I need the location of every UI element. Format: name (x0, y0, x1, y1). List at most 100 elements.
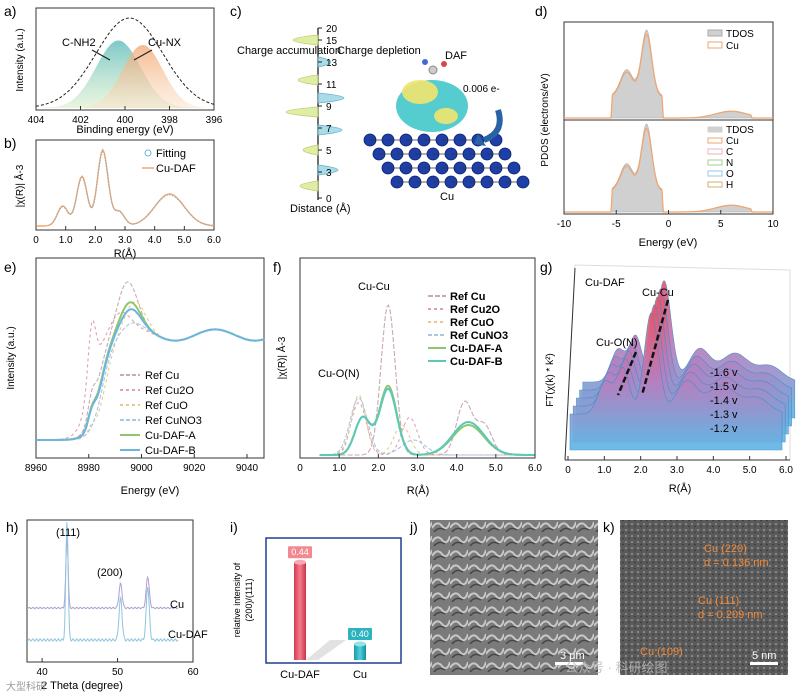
ft-ref-cu (319, 304, 535, 456)
c-tick-label: 3 (326, 168, 332, 179)
a-x-tick-label: 396 (206, 115, 223, 126)
scale-bar-k (750, 662, 778, 665)
c-tick-label: 7 (326, 124, 332, 135)
arrow-c-nh2 (91, 49, 111, 61)
panel-label-i: i) (230, 519, 238, 535)
charge-profile-lobe (317, 92, 345, 104)
annotation-cu-o-f: Cu-O(N) (318, 368, 360, 380)
pdos-tdos-fill (564, 29, 773, 119)
ylabel-d: PDOS (electrons/eV) (540, 73, 551, 166)
panel-label-c: c) (230, 3, 242, 19)
xlabel-h: 2 Theta (degree) (41, 680, 123, 692)
legend-text: Ref CuNO3 (450, 330, 508, 342)
panel-label-j: j) (409, 519, 418, 535)
bar-badge (288, 546, 312, 559)
charge-accumulation-isosurface (402, 80, 438, 104)
g-title: Cu-DAF (585, 277, 625, 289)
ylabel-g: FT(χ(k) * k²) (545, 353, 556, 407)
ylabel-f: |χ(R)| Å-3 (275, 336, 288, 379)
potential-label: -1.6 v (710, 367, 738, 379)
legend-swatch (707, 29, 723, 37)
g-x-tick-label: 1.0 (597, 465, 611, 476)
panel-label-e: e) (4, 259, 16, 275)
bar-badge (348, 628, 372, 640)
b-x-tick-label: 1.0 (59, 235, 73, 246)
h-x-tick-label: 50 (112, 667, 124, 678)
f-x-tick-label: 5.0 (489, 463, 503, 474)
ft-surface-series (569, 312, 783, 451)
panel-k: k) Cu (220) d = 0.136 nm Cu (111) d = 0.… (565, 519, 788, 675)
panel-i: i) 0.44 0.40 relative intensity of (200)/… (230, 519, 402, 681)
e-x-tick-label: 9040 (236, 463, 259, 474)
label-cu-slab: Cu (440, 191, 454, 203)
legend-text: Cu-DAF-A (145, 430, 196, 442)
legend-swatch (707, 181, 723, 188)
cat-cu-daf: Cu-DAF (280, 669, 320, 681)
bar-cap (354, 641, 366, 647)
annotation-cu-o-g: Cu-O(N) (596, 337, 638, 349)
arrow-head (474, 134, 486, 146)
charge-profile-lobe (285, 106, 319, 118)
potential-label: -1.5 v (710, 381, 738, 393)
xlabel-a: Binding energy (eV) (76, 124, 173, 136)
ft-ref-cuo (319, 394, 535, 456)
legend-text: Ref Cu (450, 291, 485, 303)
g-x-tick-label: 5.0 (743, 465, 757, 476)
pdos-cu-line (564, 33, 773, 119)
charge-accumulation-isosurface-2 (434, 108, 458, 124)
legend-text: N (726, 158, 733, 169)
legend-text: Cu (726, 136, 739, 147)
xlabel-e: Energy (eV) (121, 485, 180, 497)
legend-swatch (707, 41, 723, 49)
b-x-tick-label: 2.0 (88, 235, 102, 246)
bar-cap (294, 559, 306, 565)
daf-atom-n (422, 59, 428, 65)
ylabel-i-line2: (200)/(111) (244, 578, 254, 621)
daf-atom-o (441, 61, 447, 67)
panel-label-h: h) (6, 519, 18, 535)
g-x-tick-label: 2.0 (634, 465, 648, 476)
d-x-tick-label: 5 (718, 219, 724, 230)
legend-text: Cu (726, 41, 739, 52)
d-x-tick-label: 10 (767, 219, 779, 230)
tem-ann-220-d: d = 0.136 nm (704, 557, 769, 569)
tem-ann-111: Cu (111) (698, 595, 739, 607)
legend-text: C (726, 147, 733, 158)
legend-swatch (707, 148, 723, 155)
b-x-tick-label: 5.0 (177, 235, 191, 246)
charge-profile-lobe (317, 164, 339, 176)
xrd-pattern (26, 522, 179, 642)
legend-text: Ref Cu (145, 370, 179, 382)
watermark: 公众号 · 科研绘图 (565, 660, 668, 675)
annotation-c-nh2: C-NH2 (62, 37, 96, 49)
g-dash-cu-o (616, 351, 638, 396)
c-tick-label: 5 (326, 146, 332, 157)
peak-200: (200) (97, 567, 123, 579)
legend-text: Ref Cu2O (145, 385, 194, 397)
xlabel-d: Energy (eV) (639, 237, 698, 249)
plot-frame-h (26, 519, 194, 663)
b-x-tick-label: 4.0 (148, 235, 162, 246)
e-x-tick-label: 9020 (183, 463, 206, 474)
a-x-tick-label: 404 (28, 115, 45, 126)
ylabel-a: Intensity (a.u.) (15, 28, 26, 91)
g-dash-cu-cu (640, 299, 670, 396)
panel-g: g) Cu-DAF Cu-Cu Cu-O(N) -1.6 v -1.5 v -1.4… (540, 259, 796, 495)
panel-c: c) Charge accumulation Charge depletion … (230, 3, 530, 215)
scale-label-k: 5 nm (752, 650, 776, 662)
charge-profile-lobe (292, 34, 319, 46)
tem-ann-220: Cu (220) (704, 543, 747, 555)
ylabel-i-line1: relative intensity of (232, 562, 242, 637)
plot-frame-i (265, 537, 402, 664)
series-label-cu-h: Cu (170, 599, 184, 611)
panel-h: h) (111) (200) Cu Cu-DAF 40 50 60 2 Theta … (6, 519, 208, 693)
legend-text: Ref CuO (450, 317, 494, 329)
scale-label-j: 3 μm (560, 650, 585, 662)
b-x-tick-label: 0 (33, 235, 39, 246)
legend-swatch (707, 170, 723, 177)
legend-text: Cu-DAF-A (450, 343, 503, 355)
c-tick-label: 20 (326, 24, 338, 35)
xlabel-g: R(Å) (669, 482, 692, 495)
tem-ann-109: Cu (109) (640, 646, 683, 658)
